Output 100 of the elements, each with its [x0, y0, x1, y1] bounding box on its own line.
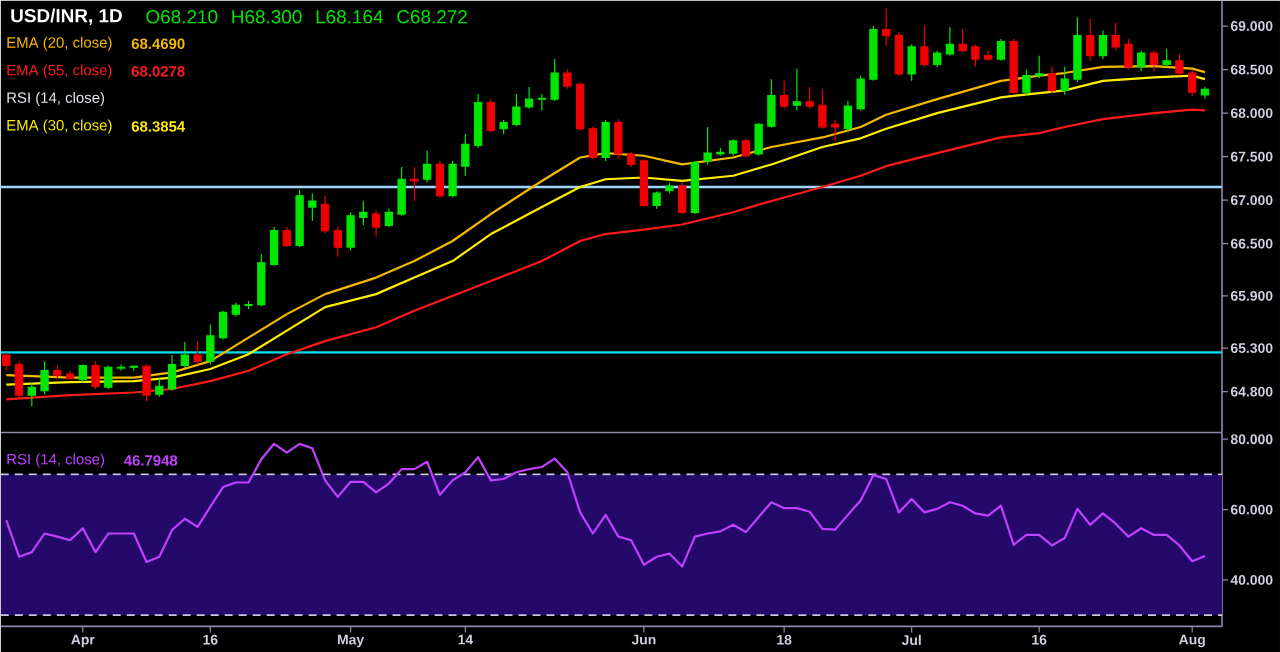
candlestick: [984, 49, 993, 62]
candlestick: [792, 67, 802, 111]
candlestick: [435, 160, 445, 198]
candlestick: [116, 363, 126, 372]
candlestick: [410, 166, 419, 202]
candlestick: [1162, 47, 1171, 68]
candlestick: [856, 74, 865, 111]
candlestick: [155, 377, 164, 398]
candlestick: [869, 25, 878, 82]
candlestick: [881, 7, 891, 47]
candlestick: [1086, 18, 1095, 62]
candlestick: [180, 341, 189, 369]
candlestick: [1137, 49, 1146, 72]
candlestick: [397, 166, 406, 217]
candlestick: [346, 211, 355, 252]
candlestick: [1200, 86, 1210, 100]
candlestick: [550, 58, 559, 102]
candlestick: [218, 309, 228, 340]
candlestick: [282, 226, 292, 248]
candlestick: [1149, 49, 1159, 72]
candlestick: [295, 188, 304, 248]
candlestick: [945, 26, 955, 57]
candlestick: [1098, 29, 1108, 60]
candlestick: [473, 93, 483, 149]
candlestick: [1060, 66, 1069, 96]
candlestick: [257, 253, 266, 307]
candlestick: [40, 360, 49, 395]
candlestick: [588, 125, 598, 160]
candlestick: [461, 133, 470, 177]
candlestick: [933, 49, 942, 68]
candlestick: [231, 302, 240, 318]
candlestick: [920, 24, 929, 68]
candlestick: [448, 160, 457, 198]
candlestick: [703, 126, 712, 165]
candlestick: [767, 78, 776, 129]
candlestick: [614, 118, 623, 159]
candlestick: [104, 364, 113, 390]
candlestick: [652, 190, 661, 210]
candlestick: [741, 138, 751, 158]
candlestick: [206, 323, 215, 366]
candlestick: [53, 364, 62, 379]
candlestick: [754, 121, 763, 157]
candlestick: [894, 31, 904, 77]
annotation: O68.210: [146, 9, 218, 24]
candlestick: [1111, 21, 1120, 51]
candlestick: [665, 181, 674, 194]
candlestick: [971, 43, 980, 68]
candlestick: [167, 354, 177, 392]
candlestick: [958, 27, 967, 53]
candlestick: [384, 208, 394, 228]
candlestick: [843, 100, 853, 133]
candlestick: [728, 138, 738, 157]
candlestick: [486, 98, 496, 133]
candlestick: [1035, 54, 1044, 79]
candlestick: [129, 364, 138, 372]
candlestick: [779, 80, 789, 110]
candlestick: [626, 151, 636, 168]
candlestick: [907, 43, 916, 82]
candlestick: [818, 88, 827, 130]
candlestick: [91, 360, 100, 390]
annotation: H68.300: [232, 9, 302, 24]
candlestick: [601, 119, 610, 162]
candlestick: [716, 147, 725, 157]
candlestick: [2, 351, 11, 372]
annotation: C68.272: [397, 9, 467, 24]
candlestick: [1124, 38, 1133, 70]
candlestick: [1022, 68, 1031, 97]
annotation: L68.164: [316, 9, 383, 24]
candlestick: [78, 363, 87, 384]
candlestick: [524, 86, 534, 110]
candlestick: [14, 360, 24, 398]
candlestick: [537, 93, 547, 111]
candlestick: [320, 194, 330, 234]
candlestick: [193, 340, 202, 366]
candlestick: [575, 80, 585, 131]
candlestick: [65, 369, 75, 380]
candlestick: [359, 200, 368, 226]
candlestick: [269, 226, 279, 267]
candlestick: [639, 158, 649, 208]
candlestick: [1188, 68, 1197, 97]
candlestick: [499, 119, 508, 135]
candlestick: [996, 38, 1006, 62]
chart-title: USD/INR, 1D: [11, 8, 122, 25]
candlestick: [308, 192, 317, 222]
candlestick: [563, 68, 572, 90]
candlestick: [142, 363, 151, 402]
candlestick: [27, 382, 36, 407]
candlestick: [1009, 38, 1018, 95]
candlestick: [677, 181, 687, 215]
candlestick: [1073, 16, 1082, 83]
candlestick: [422, 149, 432, 184]
candlestick: [1175, 53, 1184, 77]
candlestick: [805, 86, 814, 110]
candlestick: [512, 93, 521, 127]
candlestick: [690, 160, 700, 215]
candlestick: [371, 209, 381, 238]
candlestick: [1047, 66, 1057, 95]
candlestick: [830, 119, 840, 142]
candlestick: [244, 300, 253, 310]
candlestick: [333, 226, 343, 258]
